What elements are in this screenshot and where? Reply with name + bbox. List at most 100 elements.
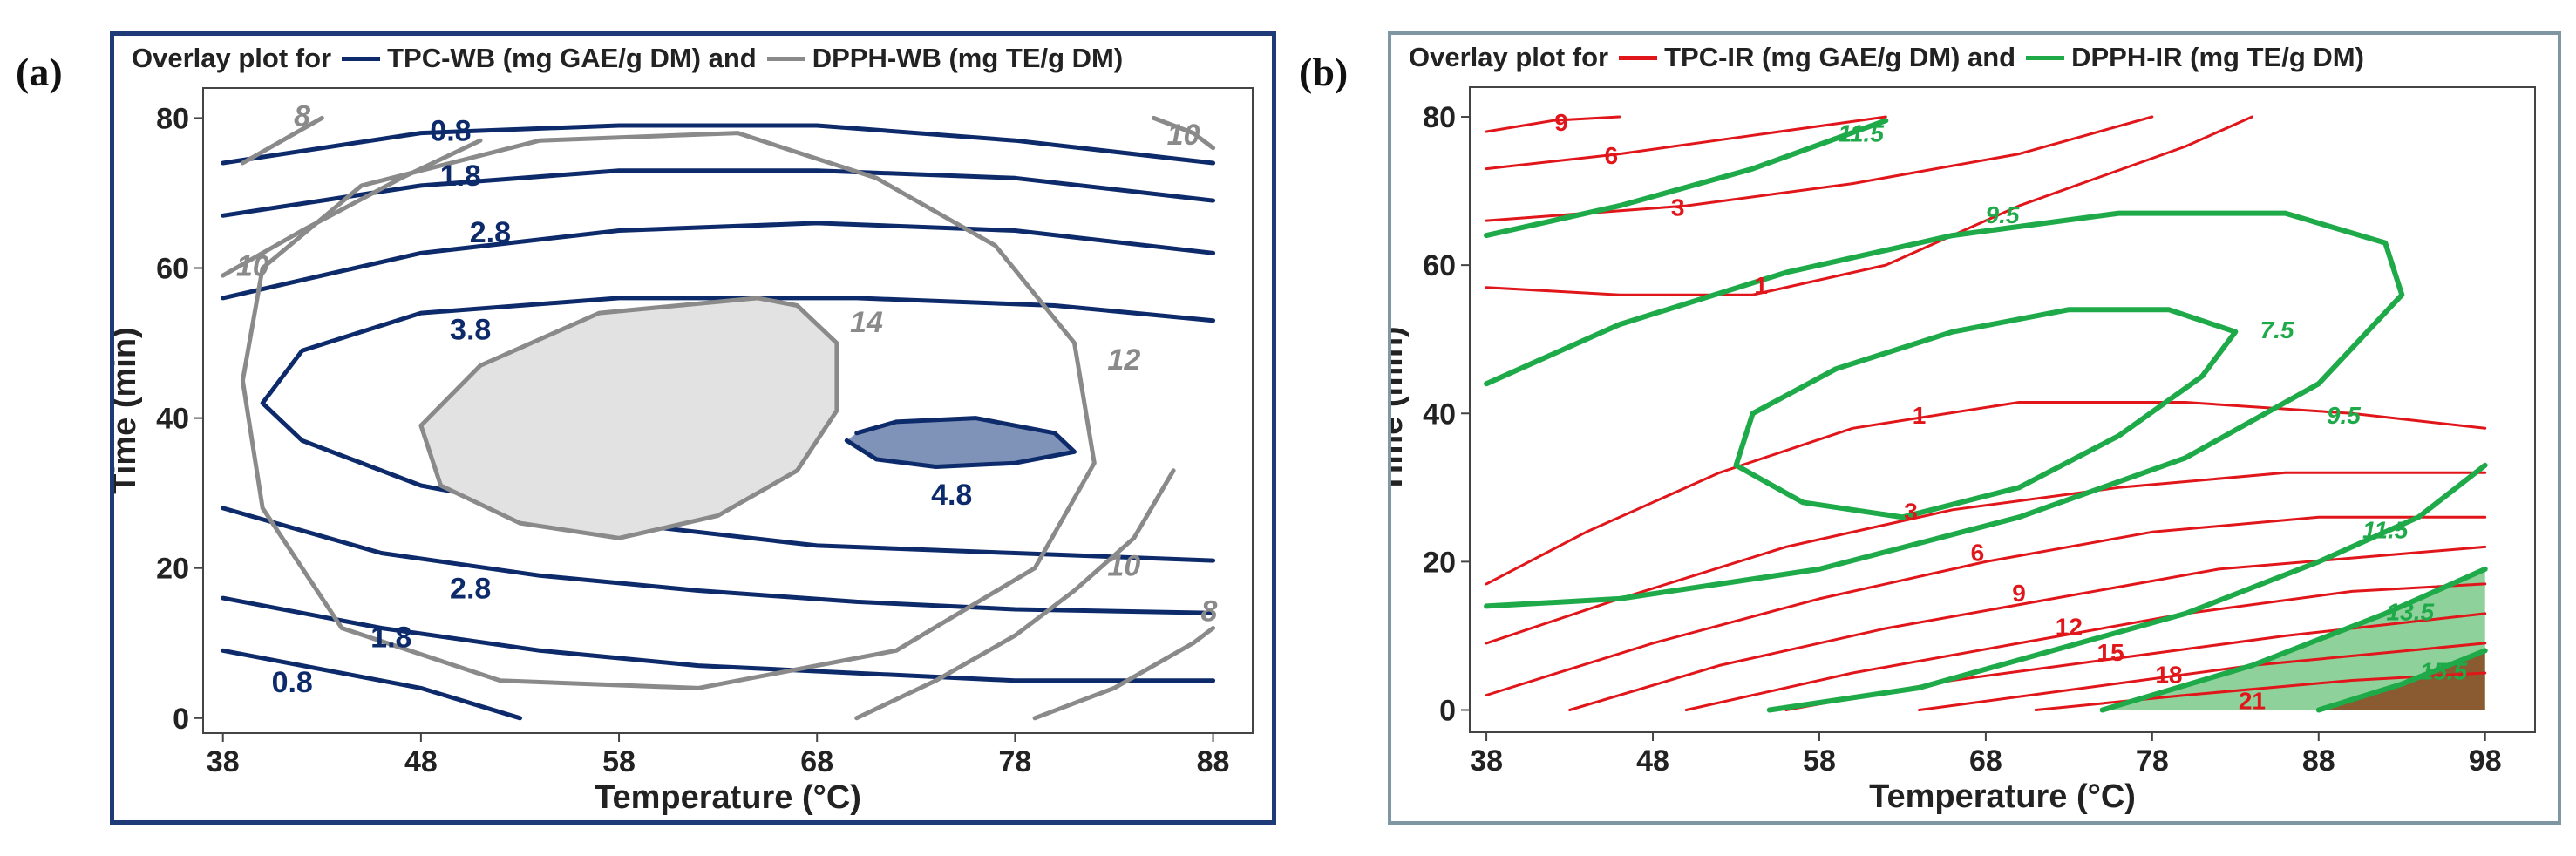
legend-a-series2: DPPH-WB (mg TE/g DM) <box>812 43 1124 73</box>
plot-area <box>1469 86 2536 733</box>
x-tick-label: 78 <box>998 745 1031 778</box>
x-tick-label: 78 <box>2136 744 2169 778</box>
contour-series1-level-3_8 <box>260 296 1216 563</box>
contour-series1-level-6 <box>1485 515 2487 696</box>
contour-series1-level-18 <box>1918 642 2487 711</box>
legend-b-swatch-tpc <box>1619 55 1658 60</box>
contour-label: 1.8 <box>440 160 481 193</box>
feasible-region-brown <box>2318 650 2485 710</box>
panel-label-a: (a) <box>16 50 63 94</box>
contour-label: 1 <box>1913 402 1927 429</box>
y-tick-label: 40 <box>1423 397 1456 431</box>
contour-label: 1 <box>1754 272 1768 299</box>
contour-series2-level-10 <box>1151 115 1216 151</box>
y-tick-label: 80 <box>1423 101 1456 134</box>
contour-label: 15.5 <box>2420 657 2468 684</box>
contour-series2-level-11_5 <box>1766 462 2488 713</box>
contour-label: 6 <box>1971 539 1985 566</box>
y-tick-label: 60 <box>1423 249 1456 282</box>
contour-series1-level-1 <box>1485 401 2487 586</box>
contour-label: 8 <box>1201 594 1218 628</box>
chart-a-legend: Overlay plot for TPC-WB (mg GAE/g DM) an… <box>132 43 1123 74</box>
contour-label: 7.5 <box>2260 316 2294 343</box>
legend-b-series1: TPC-IR (mg GAE/g DM) and <box>1664 42 2016 72</box>
contour-label: 9.5 <box>2327 402 2361 429</box>
contour-series2-level-8 <box>1032 626 1216 721</box>
chart-b-svg: 963113691215182111.59.57.59.511.513.515.… <box>1391 86 2536 815</box>
contour-label: 15 <box>2097 639 2124 666</box>
x-tick-label: 38 <box>1470 744 1503 778</box>
contour-series1-level-9 <box>1485 115 1621 133</box>
y-tick-label: 80 <box>156 102 189 135</box>
contour-label: 14 <box>850 306 883 339</box>
legend-b-series2: DPPH-IR (mg TE/g DM) <box>2071 42 2364 72</box>
x-tick-label: 68 <box>1969 744 2002 778</box>
contour-label: 10 <box>236 249 269 282</box>
contour-label: 2.8 <box>450 572 491 605</box>
contour-label: 18 <box>2155 662 2182 689</box>
y-tick-label: 20 <box>1423 546 1456 579</box>
contour-series2-level-9_5 <box>1484 210 2405 609</box>
contour-series1-level-0_8 <box>221 123 1216 166</box>
chart-a-frame: Overlay plot for TPC-WB (mg GAE/g DM) an… <box>110 31 1276 825</box>
contour-label: 9 <box>2012 580 2026 607</box>
legend-a-series1: TPC-WB (mg GAE/g DM) and <box>387 43 757 73</box>
contour-label: 3 <box>1904 498 1918 525</box>
legend-b-swatch-dpph <box>2026 55 2065 60</box>
contour-label: 6 <box>1605 142 1619 169</box>
chart-b-frame: Overlay plot for TPC-IR (mg GAE/g DM) an… <box>1388 31 2561 825</box>
x-tick-label: 98 <box>2469 744 2502 778</box>
feasible-region-green <box>2102 568 2485 710</box>
y-tick-label: 40 <box>156 403 189 436</box>
contour-series1-level-1_8 <box>221 595 1216 683</box>
y-tick-label: 0 <box>173 703 189 736</box>
contour-series2-level-14 <box>418 296 839 540</box>
contour-label: 3 <box>1671 194 1685 221</box>
contour-series1-level-4_8 <box>844 416 1077 469</box>
contour-series1-level-3 <box>1485 115 2154 222</box>
contour-series1-level-2_8 <box>221 221 1216 301</box>
contour-label: 11.5 <box>2362 517 2409 544</box>
contour-label: 0.8 <box>430 115 471 148</box>
contour-series1-level-1_8 <box>221 168 1216 218</box>
contour-label: 8 <box>294 99 310 132</box>
contour-series1-level-6 <box>1485 115 1887 171</box>
contour-series2-level-7_5 <box>1733 307 2239 520</box>
contour-label: 10 <box>1107 550 1140 583</box>
y-tick-label: 60 <box>156 253 189 286</box>
contour-series1-level-9 <box>1568 545 2487 711</box>
legend-a-swatch-dpph <box>766 56 805 61</box>
contour-label: 13.5 <box>2387 598 2435 625</box>
y-tick-label: 20 <box>156 553 189 586</box>
contour-label: 1.8 <box>370 621 411 654</box>
contour-label: 3.8 <box>450 314 491 347</box>
x-tick-label: 38 <box>207 745 240 778</box>
x-tick-label: 88 <box>2302 744 2335 778</box>
legend-a-swatch-tpc <box>342 56 381 61</box>
contour-label: 9.5 <box>1986 201 2020 228</box>
contour-label: 4.8 <box>931 479 972 512</box>
contour-series2-level-12 <box>240 131 1097 690</box>
legend-a-prefix: Overlay plot for <box>132 43 332 73</box>
chart-b-legend: Overlay plot for TPC-IR (mg GAE/g DM) an… <box>1409 42 2364 73</box>
x-tick-label: 68 <box>800 745 833 778</box>
contour-series2-level-10 <box>854 468 1176 721</box>
x-tick-label: 58 <box>602 745 636 778</box>
legend-b-prefix: Overlay plot for <box>1409 42 1609 72</box>
plot-area <box>202 87 1254 734</box>
contour-label: 12 <box>1107 343 1140 377</box>
x-axis-label: Temperature (°C) <box>1869 778 2136 815</box>
contour-series2-level-10 <box>221 138 483 278</box>
y-axis-label: Time (min) <box>114 327 143 493</box>
contour-series1-level-1 <box>1485 115 2253 296</box>
contour-group <box>221 115 1216 721</box>
contour-label: 10 <box>1167 119 1200 152</box>
contour-label: 0.8 <box>272 666 313 699</box>
contour-series2-level-11_5 <box>1484 118 1889 239</box>
x-tick-label: 88 <box>1197 745 1230 778</box>
chart-a-svg: 0.8 1.8 2.8 3.8 4.8 2.8 1.8 0.8 8 10 14 12 10 8 10 38 48… <box>114 87 1254 816</box>
contour-label: 2.8 <box>470 216 511 249</box>
x-tick-label: 48 <box>1636 744 1669 778</box>
contour-label: 12 <box>2056 613 2083 640</box>
y-axis-label: Time (min) <box>1391 326 1410 493</box>
